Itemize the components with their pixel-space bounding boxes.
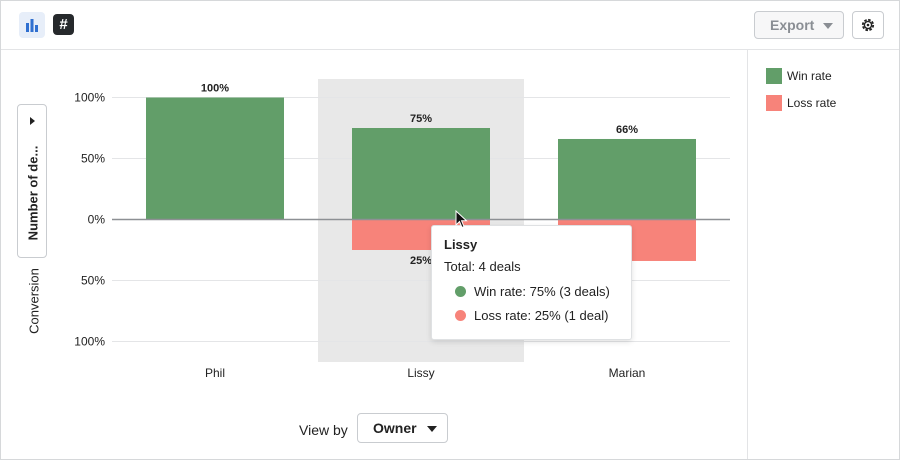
- x-tick-label: Lissy: [407, 366, 434, 380]
- bar-chart-icon[interactable]: [19, 12, 45, 38]
- toolbar: # Export: [1, 1, 899, 50]
- view-by-dropdown[interactable]: Owner: [357, 413, 448, 443]
- tooltip-row-text: Win rate: 75% (3 deals): [474, 284, 610, 299]
- y-axis-toggle-label: Number of de...: [25, 145, 41, 241]
- tooltip-dot: [455, 286, 466, 297]
- tooltip-row-win: Win rate: 75% (3 deals): [455, 284, 610, 299]
- y-axis-title: Conversion: [26, 268, 42, 334]
- view-by-value: Owner: [373, 420, 417, 436]
- bar-win-rate: [146, 97, 284, 220]
- x-tick-label: Phil: [205, 366, 225, 380]
- tooltip-total: Total: 4 deals: [444, 259, 521, 274]
- chart-plot: 100%50%0%50%100%100%Phil75%25%Lissy66%%M…: [74, 79, 730, 380]
- legend-label: Win rate: [787, 69, 832, 83]
- view-by-label: View by: [299, 422, 348, 438]
- tooltip: Lissy Total: 4 deals Win rate: 75% (3 de…: [431, 225, 632, 340]
- y-tick-label: 100%: [74, 91, 105, 105]
- y-tick-label: 50%: [81, 274, 105, 288]
- chevron-down-icon: [427, 426, 437, 432]
- legend-swatch-win: [766, 68, 782, 84]
- data-label-win: 75%: [410, 113, 432, 125]
- tooltip-row-loss: Loss rate: 25% (1 deal): [455, 308, 608, 323]
- legend-item-loss-rate[interactable]: Loss rate: [766, 95, 836, 111]
- bar-win-rate: [352, 128, 490, 220]
- mouse-cursor-icon: [455, 210, 468, 229]
- y-tick-label: 50%: [81, 152, 105, 166]
- legend: Win rate Loss rate: [747, 50, 900, 459]
- data-label-win: 66%: [616, 124, 638, 136]
- bar-win-rate: [558, 138, 696, 220]
- tooltip-row-text: Loss rate: 25% (1 deal): [474, 308, 609, 323]
- gear-icon: [861, 18, 875, 32]
- tooltip-title: Lissy: [444, 237, 478, 252]
- export-button[interactable]: Export: [754, 11, 844, 39]
- chevron-right-icon: [30, 117, 35, 125]
- export-label: Export: [770, 17, 815, 33]
- tooltip-dot: [455, 310, 466, 321]
- settings-button[interactable]: [852, 11, 884, 39]
- y-tick-label: 100%: [74, 335, 105, 349]
- chevron-down-icon: [823, 23, 833, 29]
- data-label-loss: 25%: [410, 255, 432, 267]
- y-tick-label: 0%: [88, 213, 106, 227]
- data-label-win: 100%: [201, 83, 229, 95]
- legend-label: Loss rate: [787, 96, 837, 110]
- hash-icon[interactable]: #: [53, 14, 74, 35]
- x-tick-label: Marian: [609, 366, 646, 380]
- legend-item-win-rate[interactable]: Win rate: [766, 68, 832, 84]
- y-axis-toggle[interactable]: Number of de...: [17, 104, 47, 258]
- legend-swatch-loss: [766, 95, 782, 111]
